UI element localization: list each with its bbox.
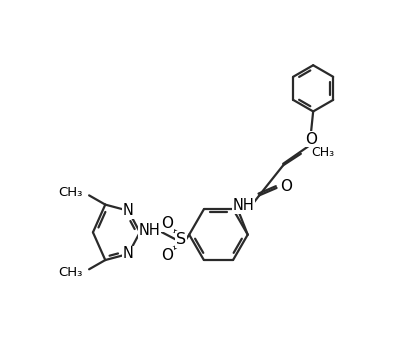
Text: S: S [176,232,186,247]
Text: N: N [123,246,134,261]
Text: N: N [123,203,134,218]
Text: O: O [305,132,317,147]
Text: NH: NH [233,198,255,213]
Text: CH₃: CH₃ [59,186,83,199]
Text: CH₃: CH₃ [59,266,83,279]
Text: O: O [161,216,173,232]
Text: O: O [280,179,292,194]
Text: NH: NH [138,222,160,238]
Text: O: O [161,248,173,263]
Text: CH₃: CH₃ [312,146,335,159]
